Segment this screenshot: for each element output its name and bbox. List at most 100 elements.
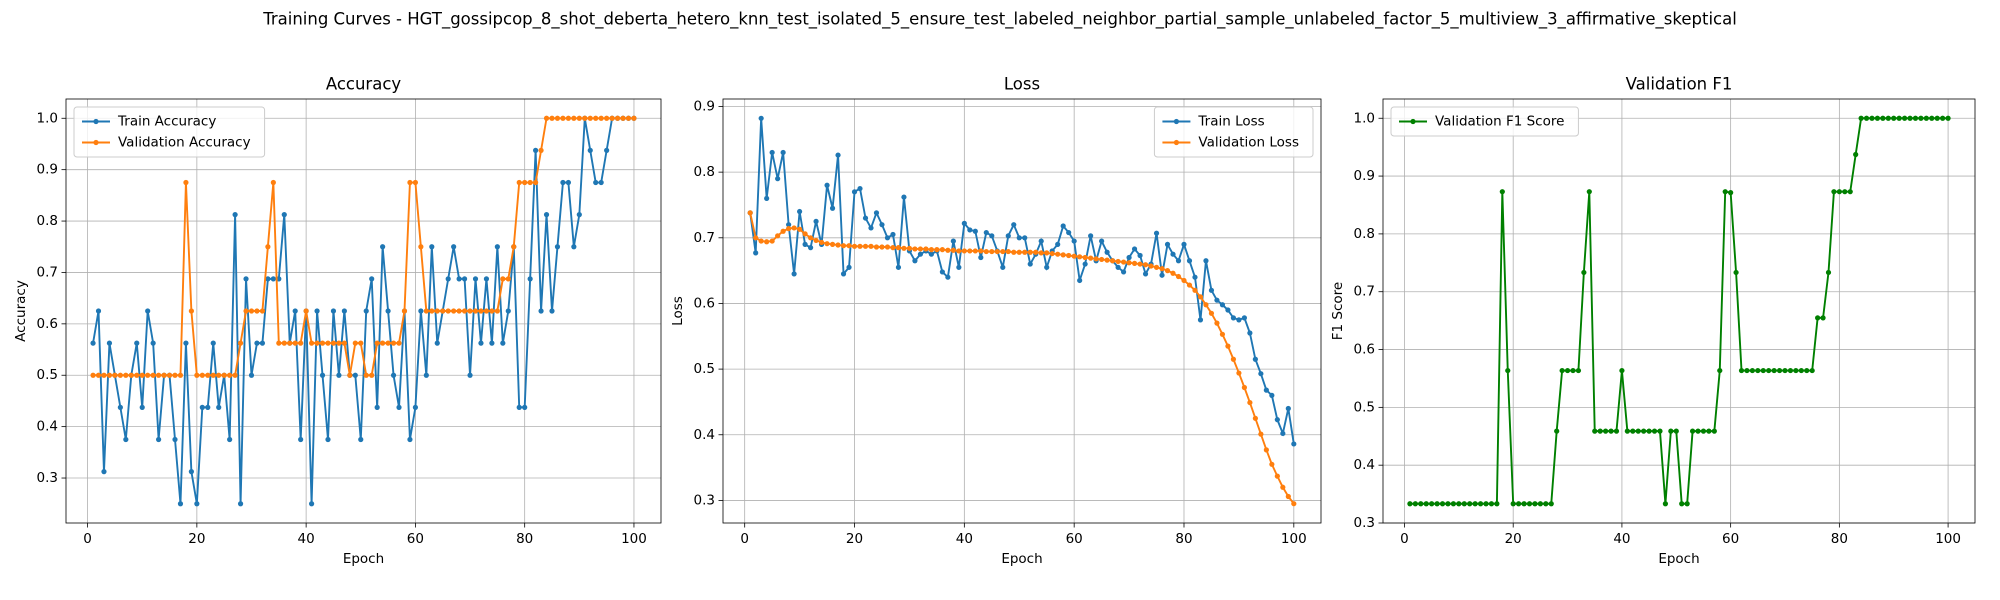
point [1291,441,1297,447]
point [90,340,96,346]
point [758,115,764,121]
point [1110,258,1116,264]
x-tick-label: 60 [1066,531,1083,547]
point [538,147,544,153]
point [314,340,320,346]
point [1175,258,1182,264]
point [1269,461,1275,467]
point [571,244,577,250]
point [1717,367,1723,374]
point [1700,428,1707,434]
legend-box [73,106,266,158]
point [522,179,528,186]
legend-marker [1173,139,1180,146]
point [1093,256,1099,262]
point [1049,250,1055,257]
point [1825,269,1832,276]
point [1907,115,1913,121]
point [1646,428,1652,434]
point [1120,269,1127,275]
point [270,276,276,282]
point [1230,315,1237,321]
y-tick-label: 0.6 [694,295,715,311]
point [609,115,615,121]
point [216,372,222,378]
point [237,501,244,507]
point [1247,399,1253,406]
point [248,308,255,314]
point [560,179,566,186]
point [358,436,364,443]
point [1532,501,1538,507]
y-axis-label: F1 Score [1330,282,1346,340]
point [775,176,781,182]
legend-box [1153,106,1314,158]
point [1071,253,1077,259]
point [456,308,462,314]
point [483,276,490,282]
point [380,340,386,346]
point [1291,501,1297,507]
point [565,179,571,186]
point [945,247,951,253]
point [576,115,582,121]
point [598,115,604,121]
point [840,271,847,277]
point [1624,428,1630,434]
point [1657,428,1663,434]
y-tick-label: 0.9 [1354,168,1375,184]
point [1082,254,1088,261]
legend: Validation F1 Score [1390,106,1579,137]
point [1033,249,1039,255]
y-tick-label: 0.5 [37,367,58,383]
y-tick-label: 0.3 [694,492,715,508]
point [314,308,320,314]
point [1208,287,1215,293]
point [587,147,593,153]
point [1477,501,1484,507]
point [461,276,468,282]
point [1635,428,1641,434]
point [298,340,304,346]
point [1706,428,1712,434]
point [939,269,945,275]
point [227,372,233,378]
point [818,239,825,245]
point [1285,493,1291,500]
point [1548,501,1554,507]
point [747,210,753,216]
point [829,241,836,247]
point [205,372,211,378]
point [1214,297,1220,303]
point [1186,282,1193,288]
point [145,372,151,378]
point [1022,235,1028,241]
point [560,115,566,121]
y-tick-label: 0.3 [37,470,58,486]
point [956,264,962,270]
point [906,245,913,251]
point [210,372,216,378]
point [1570,367,1576,374]
point [1208,310,1215,316]
point [461,308,468,314]
point [1005,248,1011,255]
point [895,264,902,270]
point [423,372,429,378]
x-tick-label: 80 [516,531,533,547]
point [895,245,902,251]
point [1429,501,1435,507]
point [1236,370,1242,376]
point [862,215,869,221]
point [336,372,342,378]
point [983,248,989,255]
point [95,308,102,314]
point [1038,250,1044,256]
point [1749,367,1755,374]
x-tick-label: 80 [1175,531,1192,547]
subplot: 0 20 40 60 80 100 0.3 0.4 0.5 0.6 0.7 0.8 0.9 1.0 Vali… [1330,75,1976,567]
x-tick-label: 20 [1505,531,1522,547]
point [1022,249,1028,255]
subplot: 0 20 40 60 80 100 0.3 0.4 0.5 0.6 0.7 0.8 0.9 Loss Epo… [670,75,1322,567]
point [543,212,550,218]
